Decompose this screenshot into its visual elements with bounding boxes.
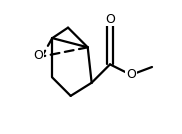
Text: O: O (33, 49, 43, 62)
Text: O: O (33, 49, 43, 62)
Text: O: O (126, 68, 136, 81)
Text: O: O (126, 68, 136, 81)
Text: O: O (105, 13, 115, 26)
Text: O: O (105, 13, 115, 26)
